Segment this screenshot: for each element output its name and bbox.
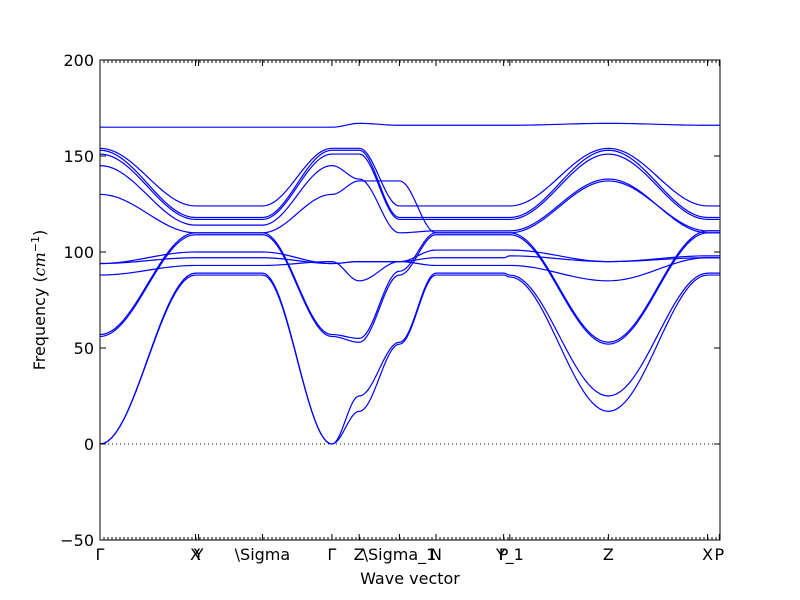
band-3 [100, 232, 720, 345]
band-10 [100, 153, 720, 220]
plot-frame [99, 59, 721, 541]
x-tick-label: Y [193, 545, 204, 564]
y-tick-label: 150 [63, 147, 94, 166]
x-tick-label: Γ [327, 545, 336, 564]
y-tick-label: 0 [84, 435, 94, 454]
x-axis-ticks: Γ XY \Sigma Γ Z\Sigma_1N PY_1 Z X P [96, 60, 725, 565]
y-tick-label: 200 [63, 51, 94, 70]
band-12 [100, 147, 720, 207]
y-axis-label-exponent: −1 [29, 236, 42, 252]
y-axis-label-unit: cm [30, 252, 49, 276]
y-axis-label-close: ) [30, 230, 49, 236]
x-tick-label: Z [603, 545, 614, 564]
y-axis-label-text: Frequency ( [30, 276, 49, 370]
band-5 [100, 257, 720, 282]
band-8 [100, 180, 720, 234]
x-tick-label: \Sigma_1 [363, 545, 437, 565]
x-tick-label: P [499, 545, 509, 564]
band-7 [100, 249, 720, 265]
phonon-bands-layer [100, 122, 720, 445]
x-axis-label: Wave vector [360, 569, 460, 588]
y-tick-label: −50 [60, 531, 94, 550]
x-tick-label: X [702, 545, 713, 564]
y-tick-label: 100 [63, 243, 94, 262]
minor-ticks [99, 60, 721, 540]
y-tick-label: 50 [74, 339, 94, 358]
x-tick-label: P [715, 545, 725, 564]
x-tick-label: \Sigma [235, 545, 291, 564]
band-2 [100, 272, 720, 445]
band-9 [100, 164, 720, 234]
x-tick-label: Z [354, 545, 365, 564]
band-11 [100, 149, 720, 219]
band-1 [100, 274, 720, 445]
band-4 [100, 230, 720, 343]
x-tick-label: N [430, 545, 442, 564]
x-tick-label: X [190, 545, 201, 564]
x-tick-label: Γ [96, 545, 105, 564]
band-13 [100, 122, 720, 128]
y-axis-ticks: −50 0 50 100 150 200 [60, 51, 720, 550]
x-tick-label: Y_1 [495, 545, 524, 565]
y-axis-label: Frequency (cm−1) [29, 230, 50, 371]
